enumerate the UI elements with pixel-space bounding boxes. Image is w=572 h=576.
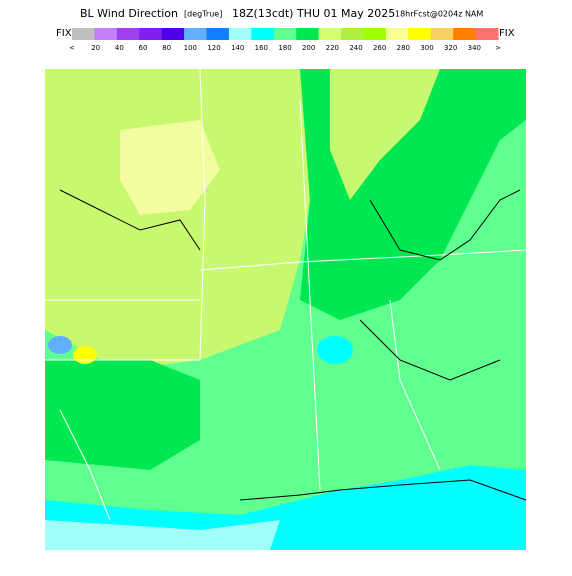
color-swatch <box>408 28 432 40</box>
scale-label: 60 <box>139 44 148 52</box>
color-swatch <box>475 28 499 40</box>
scale-label: 40 <box>115 44 124 52</box>
region-yellowgreen <box>45 69 310 370</box>
contours <box>59 189 526 501</box>
scale-label: 300 <box>420 44 433 52</box>
state-borders <box>45 69 526 521</box>
color-swatch <box>161 28 185 40</box>
title: BL Wind Direction <box>80 7 178 20</box>
region-blue-spot <box>48 336 72 354</box>
color-swatch <box>251 28 275 40</box>
color-swatch <box>430 28 454 40</box>
color-swatch <box>139 28 163 40</box>
valid-time: 18Z(13cdt) THU 01 May 2025 <box>232 7 395 20</box>
color-scale: <20 40 60 80 100 120 140 160 180 200 220 240 260 280 3… <box>69 28 501 52</box>
region-yellow-spot <box>73 346 97 364</box>
scale-label: 100 <box>184 44 197 52</box>
color-swatch <box>228 28 252 40</box>
color-swatch <box>363 28 387 40</box>
scale-label: 320 <box>444 44 457 52</box>
scale-label: < <box>69 44 75 52</box>
scale-label: 180 <box>278 44 291 52</box>
region-yellowgreen-2 <box>330 69 440 200</box>
color-swatch <box>453 28 477 40</box>
color-swatch <box>318 28 342 40</box>
color-swatch <box>341 28 364 40</box>
region-palecyan <box>45 520 280 550</box>
scale-label: 20 <box>91 44 100 52</box>
scale-label: 140 <box>231 44 244 52</box>
color-swatch <box>94 28 118 40</box>
region-green-west <box>45 360 200 470</box>
scale-label: 240 <box>349 44 362 52</box>
scale-label: 200 <box>302 44 315 52</box>
color-swatch <box>273 28 297 40</box>
scale-label: 280 <box>397 44 410 52</box>
region-cyan-spot <box>317 336 353 364</box>
color-swatch <box>385 28 409 40</box>
scale-label: 160 <box>255 44 268 52</box>
region-paleyellow <box>120 120 220 215</box>
scale-label: 340 <box>468 44 481 52</box>
fix-right: FIX <box>499 28 515 39</box>
scale-label: 120 <box>207 44 220 52</box>
color-swatch <box>206 28 230 40</box>
scale-label: > <box>495 44 501 52</box>
scale-label: 260 <box>373 44 386 52</box>
scale-label: 220 <box>326 44 339 52</box>
color-swatch <box>116 28 140 40</box>
fix-left: FIX <box>56 28 72 39</box>
map <box>45 69 526 550</box>
forecast: 18hrFcst@0204z NAM <box>395 10 483 19</box>
color-swatch <box>296 28 320 40</box>
scale-label: 80 <box>162 44 171 52</box>
color-swatch <box>184 28 208 40</box>
units: [degTrue] <box>184 10 222 19</box>
color-swatch <box>72 28 95 40</box>
